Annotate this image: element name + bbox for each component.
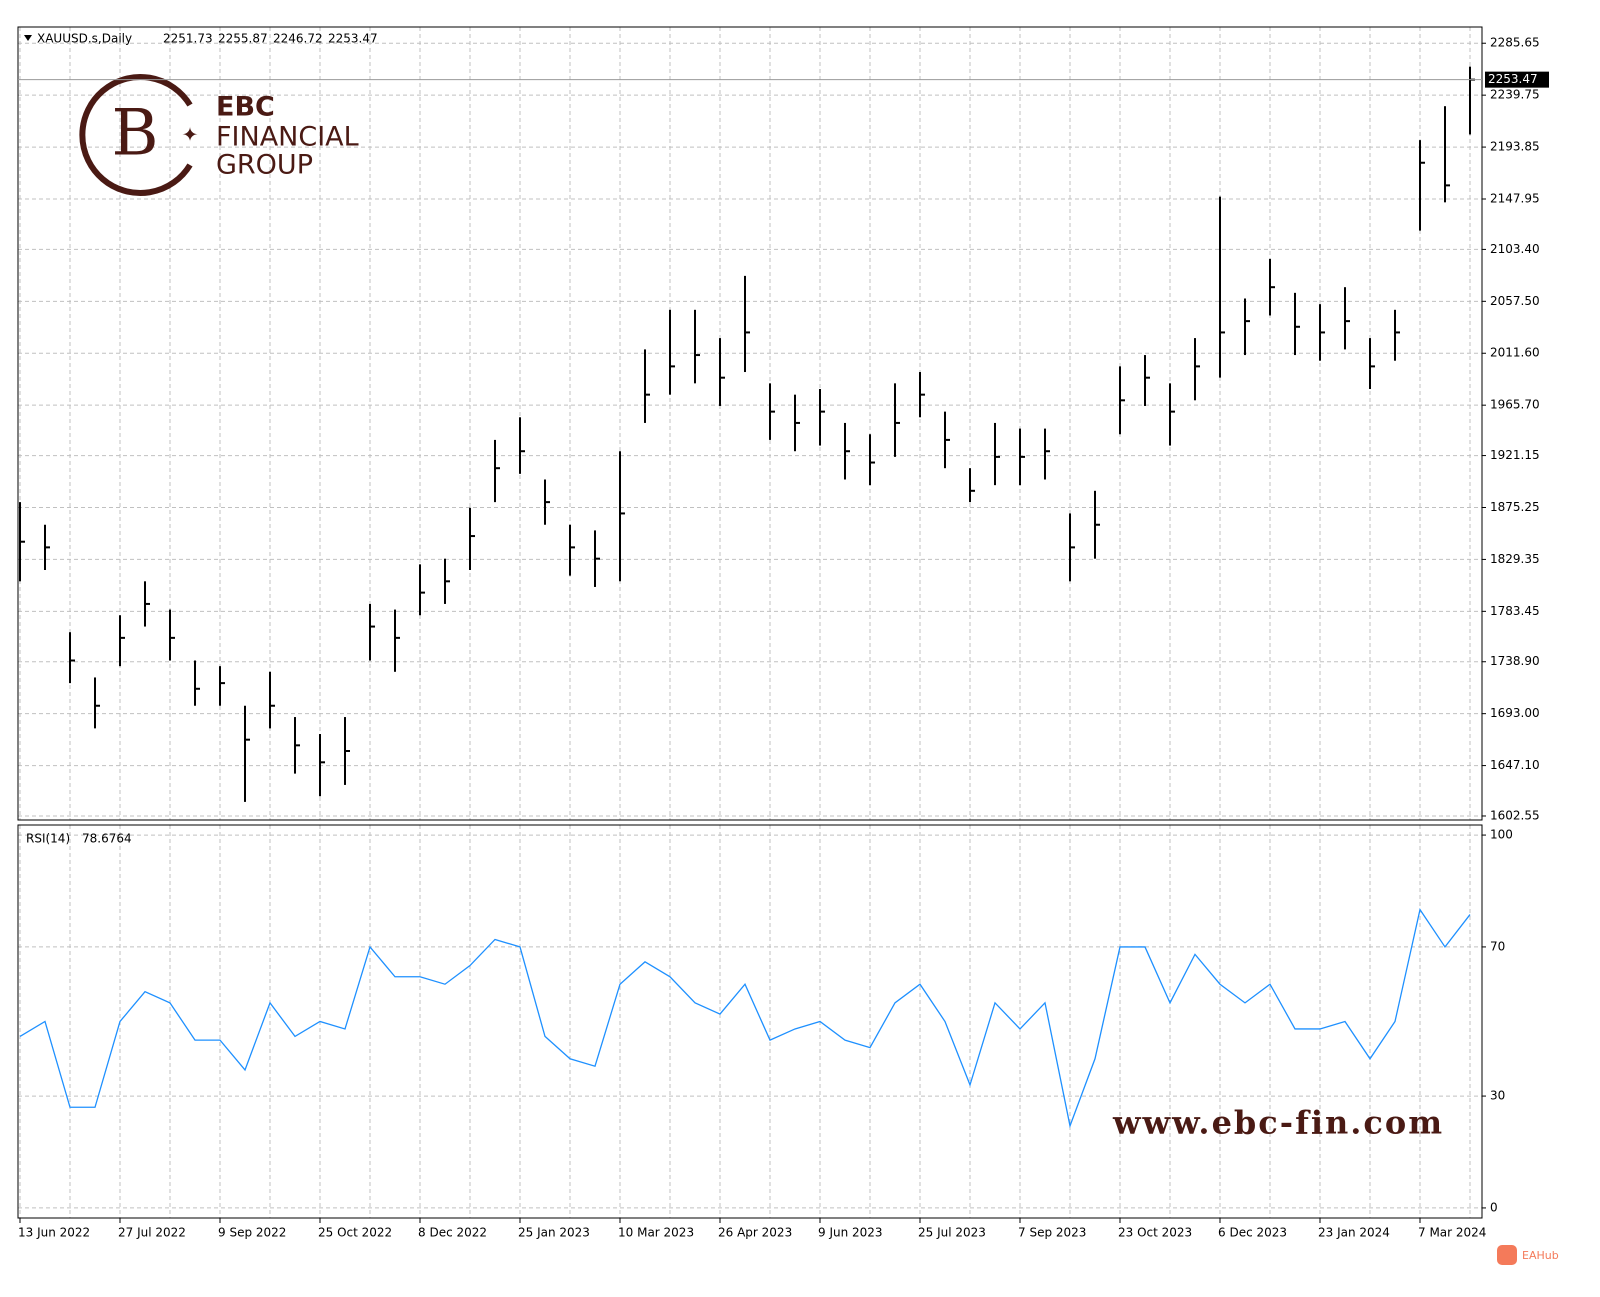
x-tick-label: 23 Jan 2024 [1318, 1226, 1390, 1240]
grid-layer: 2285.65 2239.75 2193.85 2147.95 2103.40 2057.… [18, 27, 1540, 1240]
logo: B ✦ EBC FINANCIAL GROUP [79, 74, 359, 196]
logo-text: GROUP [216, 150, 313, 181]
rsi-label: RSI(14) [26, 832, 70, 846]
x-tick-label: 6 Dec 2023 [1218, 1226, 1287, 1240]
symbol: XAUUSD.s,Daily [37, 32, 132, 46]
logo-mark: B [111, 97, 158, 171]
y-tick-label: 100 [1490, 828, 1513, 842]
x-tick-label: 26 Apr 2023 [718, 1226, 792, 1240]
x-tick-label: 9 Jun 2023 [818, 1226, 883, 1240]
y-tick-label: 2285.65 [1490, 36, 1540, 50]
x-tick-label: 23 Oct 2023 [1118, 1226, 1192, 1240]
x-tick-label: 13 Jun 2022 [18, 1226, 90, 1240]
marks-layer: 2253.47 [18, 66, 1549, 1129]
x-tick-label: 10 Mar 2023 [618, 1226, 694, 1240]
y-tick-label: 2011.60 [1490, 346, 1540, 360]
logo-arc [79, 74, 193, 196]
y-tick-label: 1921.15 [1490, 448, 1540, 462]
x-tick-label: 7 Mar 2024 [1418, 1226, 1486, 1240]
header: XAUUSD.s,Daily 2251.73 2255.87 2246.72 2… [24, 32, 378, 46]
y-tick-label: 1783.45 [1490, 604, 1540, 618]
rsi-line [19, 908, 1471, 1129]
y-tick-label: 2239.75 [1490, 88, 1540, 102]
watermark: www.ebc-fin.com [1112, 1104, 1444, 1142]
y-tick-label: 2147.95 [1490, 192, 1540, 206]
price-pane [17, 26, 1483, 821]
quote: 2255.87 [218, 32, 268, 46]
logo-text: EBC [216, 92, 275, 123]
y-tick-label: 1965.70 [1490, 398, 1540, 412]
y-tick-label: 1602.55 [1490, 808, 1540, 822]
x-tick-label: 25 Jan 2023 [518, 1226, 590, 1240]
x-tick-label: 25 Jul 2023 [918, 1226, 986, 1240]
x-tick-label: 7 Sep 2023 [1018, 1226, 1086, 1240]
y-tick-label: 1875.25 [1490, 500, 1540, 514]
dropdown-arrow [24, 35, 32, 41]
y-tick-label: 1647.10 [1490, 758, 1540, 772]
y-tick-label: 2057.50 [1490, 294, 1540, 308]
y-tick-label: 2103.40 [1490, 242, 1540, 256]
quote: 2253.47 [328, 32, 378, 46]
y-tick-label: 1738.90 [1490, 654, 1540, 668]
rsi-value: 78.6764 [82, 832, 132, 846]
badge-icon [1497, 1245, 1517, 1265]
x-tick-label: 27 Jul 2022 [118, 1226, 186, 1240]
y-tick-label: 1829.35 [1490, 552, 1540, 566]
quote: 2251.73 [163, 32, 213, 46]
x-tick-label: 8 Dec 2022 [418, 1226, 487, 1240]
y-tick-label: 30 [1490, 1089, 1505, 1103]
x-tick-label: 25 Oct 2022 [318, 1226, 392, 1240]
last-price-box [1485, 71, 1549, 88]
quote: 2246.72 [273, 32, 323, 46]
y-tick-label: 1693.00 [1490, 706, 1540, 720]
badge-text: EAHub [1522, 1249, 1559, 1262]
x-tick-label: 9 Sep 2022 [218, 1226, 286, 1240]
y-tick-label: 0 [1490, 1200, 1498, 1214]
last-price-label: 2253.47 [1488, 72, 1538, 86]
logo-text: FINANCIAL [216, 122, 359, 153]
y-tick-label: 2193.85 [1490, 140, 1540, 154]
y-tick-label: 70 [1490, 939, 1505, 953]
rsi-pane [17, 824, 1483, 1219]
logo-star: ✦ [182, 123, 199, 147]
